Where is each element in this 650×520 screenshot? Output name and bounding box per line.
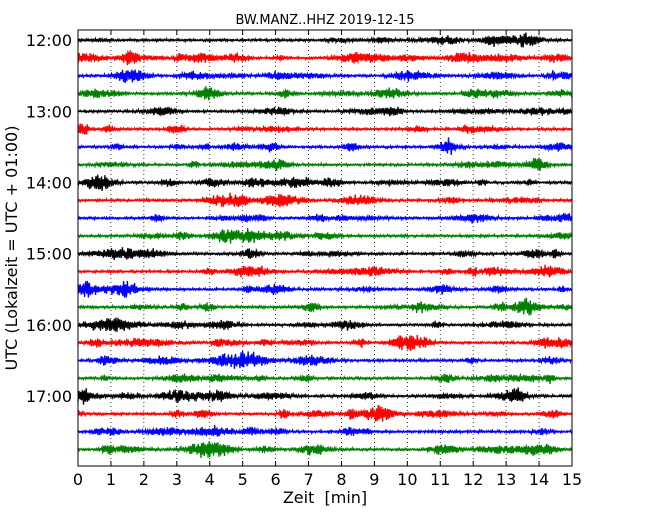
seismic-trace bbox=[77, 212, 573, 224]
x-tick-label: 2 bbox=[139, 470, 149, 489]
y-tick-label: 13:00 bbox=[26, 102, 72, 121]
x-tick-label: 6 bbox=[271, 470, 281, 489]
x-tick-label: 11 bbox=[430, 470, 450, 489]
plot-frame bbox=[77, 29, 573, 467]
seismic-trace bbox=[77, 49, 573, 66]
x-tick-label: 9 bbox=[369, 470, 379, 489]
seismic-trace bbox=[77, 317, 573, 332]
seismic-trace bbox=[77, 32, 573, 48]
trace-group bbox=[77, 32, 573, 459]
y-axis: 12:00 13:00 14:00 15:00 16:00 17:00 bbox=[26, 31, 572, 406]
x-tick-label: 8 bbox=[336, 470, 346, 489]
y-axis-label: UTC (Lokalzeit = UTC + 01:00) bbox=[2, 126, 21, 371]
seismic-trace bbox=[77, 404, 573, 422]
y-tick-label: 17:00 bbox=[26, 387, 72, 406]
seismic-trace bbox=[77, 424, 573, 437]
seismic-trace bbox=[77, 86, 573, 101]
x-tick-label: 3 bbox=[172, 470, 182, 489]
seismic-trace bbox=[77, 441, 573, 459]
seismic-trace bbox=[77, 227, 573, 244]
seismic-trace bbox=[77, 174, 573, 192]
seismic-trace bbox=[77, 372, 573, 385]
seismic-trace bbox=[77, 387, 573, 405]
y-tick-label: 14:00 bbox=[26, 174, 72, 193]
x-tick-label: 12 bbox=[463, 470, 483, 489]
x-tick-label: 13 bbox=[496, 470, 516, 489]
seismic-trace bbox=[77, 247, 573, 260]
seismic-trace bbox=[77, 280, 573, 298]
seismic-trace bbox=[77, 264, 573, 278]
x-tick-label: 10 bbox=[397, 470, 417, 489]
seismic-trace bbox=[77, 350, 573, 369]
seismic-trace bbox=[77, 297, 573, 316]
seismic-trace bbox=[77, 334, 573, 351]
chart-title: BW.MANZ..HHZ 2019-12-15 bbox=[235, 13, 414, 28]
x-tick-label: 7 bbox=[303, 470, 313, 489]
y-tick-label: 15:00 bbox=[26, 245, 72, 264]
x-tick-label: 1 bbox=[106, 470, 116, 489]
seismic-trace bbox=[77, 137, 573, 156]
seismic-trace bbox=[77, 68, 573, 83]
x-tick-label: 5 bbox=[238, 470, 248, 489]
x-tick-label: 15 bbox=[562, 470, 582, 489]
seismic-trace bbox=[77, 192, 573, 208]
x-tick-label: 14 bbox=[529, 470, 549, 489]
seismic-trace bbox=[77, 157, 573, 172]
x-tick-label: 0 bbox=[73, 470, 83, 489]
x-tick-label: 4 bbox=[205, 470, 215, 489]
grid-lines bbox=[110, 30, 540, 466]
seismic-trace bbox=[77, 105, 573, 117]
y-tick-label: 12:00 bbox=[26, 31, 72, 50]
y-tick-label: 16:00 bbox=[26, 316, 72, 335]
seismic-trace bbox=[77, 123, 573, 135]
x-axis: 0 1 2 3 4 5 6 7 8 9 10 11 12 13 14 15 bbox=[73, 30, 582, 489]
x-axis-label: Zeit [min] bbox=[283, 488, 367, 507]
